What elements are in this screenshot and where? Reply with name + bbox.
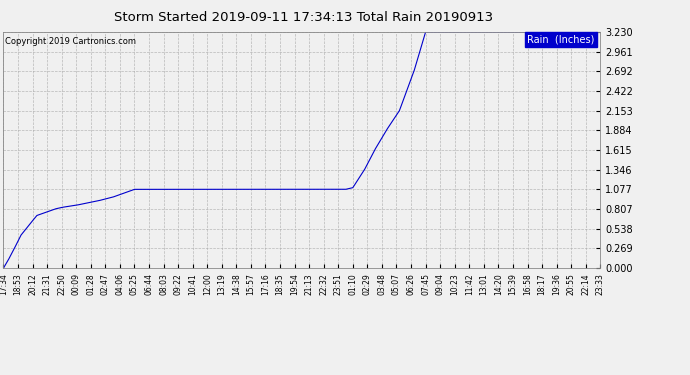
- Text: Copyright 2019 Cartronics.com: Copyright 2019 Cartronics.com: [5, 37, 136, 46]
- Text: Storm Started 2019-09-11 17:34:13 Total Rain 20190913: Storm Started 2019-09-11 17:34:13 Total …: [114, 11, 493, 24]
- Text: Rain  (Inches): Rain (Inches): [527, 34, 594, 44]
